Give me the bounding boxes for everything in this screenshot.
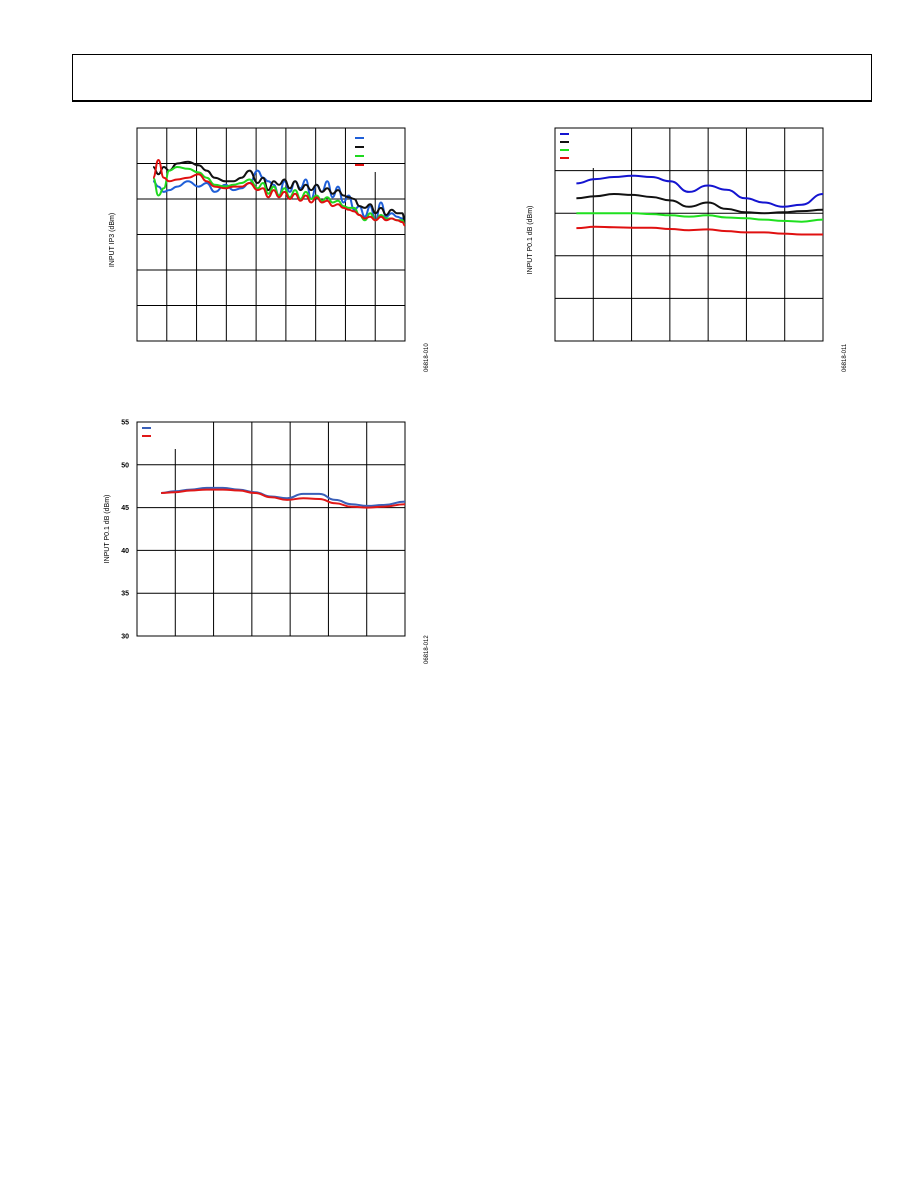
figure-id-012: 06818-012 [424, 635, 430, 664]
y-axis-label: INPUT IP3 (dBm) [109, 213, 116, 267]
series-line-1 [161, 486, 406, 507]
y-axis-label: INPUT P0.1 dB (dBm) [527, 206, 534, 275]
series-line-2 [152, 160, 406, 224]
figure-id-011: 06818-011 [842, 343, 848, 372]
series-line-1 [576, 174, 824, 208]
chart-input-p01db-2: 30 35 40 45 50 55 INPUT P0.1 dB (dBm) [104, 420, 406, 641]
chart-input-ip3: INPUT IP3 (dBm) [109, 127, 406, 342]
y-tick-label: 30 [121, 634, 129, 641]
y-tick-label: 55 [121, 420, 129, 427]
y-tick-label: 50 [121, 462, 129, 469]
series-line-2 [576, 192, 824, 215]
page-header-box [72, 54, 872, 102]
series-line-2 [161, 488, 406, 509]
y-axis-label: INPUT P0.1 dB (dBm) [104, 495, 111, 564]
series-line-4 [576, 225, 823, 236]
plot-area [136, 421, 406, 637]
series-line-3 [576, 212, 824, 223]
series-line-4 [152, 158, 406, 227]
series-line-3 [152, 165, 406, 227]
y-tick-label: 35 [121, 591, 129, 598]
y-tick-label: 45 [121, 505, 129, 512]
y-tick-label: 40 [121, 548, 129, 555]
chart-input-p01db: INPUT P0.1 dB (dBm) [527, 127, 824, 342]
figure-id-010: 06818-010 [424, 343, 430, 372]
